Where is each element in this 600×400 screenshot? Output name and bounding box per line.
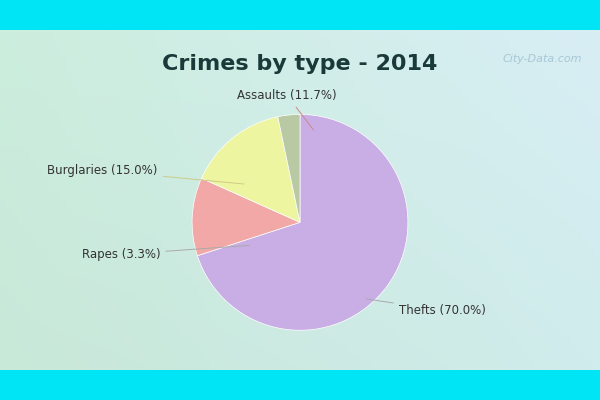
Wedge shape [202,117,300,222]
Text: Crimes by type - 2014: Crimes by type - 2014 [163,54,437,74]
Text: Thefts (70.0%): Thefts (70.0%) [366,299,486,317]
Wedge shape [197,114,408,330]
Wedge shape [278,114,300,222]
Text: Burglaries (15.0%): Burglaries (15.0%) [47,164,244,184]
Text: City-Data.com: City-Data.com [503,54,582,64]
Wedge shape [192,178,300,256]
Text: Assaults (11.7%): Assaults (11.7%) [238,89,337,130]
Text: Rapes (3.3%): Rapes (3.3%) [82,245,249,261]
